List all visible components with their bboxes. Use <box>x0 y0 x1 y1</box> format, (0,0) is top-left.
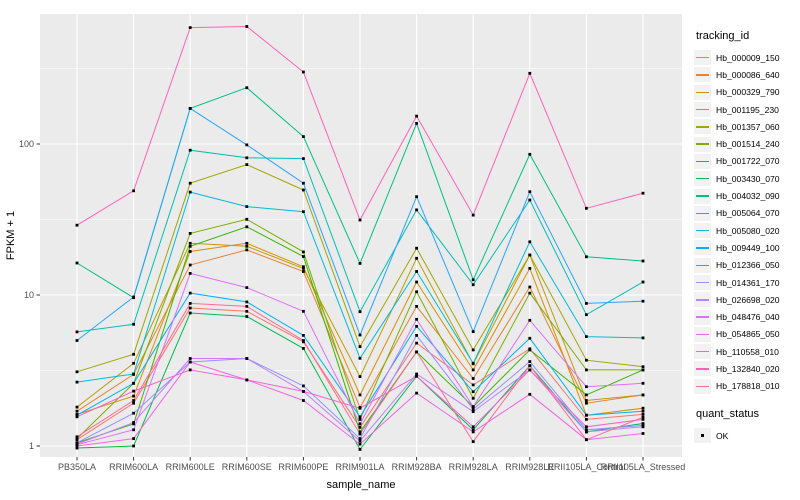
legend-item-label: Hb_000009_150 <box>716 52 780 63</box>
series-points-Hb_005080_020 <box>75 190 645 384</box>
line-swatch-icon <box>694 344 711 360</box>
line-swatch-icon <box>694 84 711 100</box>
legend-item-label: Hb_001195_230 <box>716 104 779 115</box>
line-swatch-icon <box>694 119 711 135</box>
legend-item-Hb_001514_240: Hb_001514_240 <box>694 135 800 152</box>
series-points-Hb_009449_100 <box>75 291 645 419</box>
legend-item-label: Hb_014361_170 <box>716 277 780 288</box>
legend-item-label: Hb_110558_010 <box>716 346 779 357</box>
x-tick-label: RRIM928BA <box>392 462 442 472</box>
legend-item-Hb_001195_230: Hb_001195_230 <box>694 101 800 118</box>
y-tick-label: 10 <box>24 290 34 300</box>
x-tick-label: RRIM928LA <box>449 462 498 472</box>
series-points-Hb_178818_010 <box>75 302 645 443</box>
chart-legend: tracking_id Hb_000009_150 Hb_000086_640 Hb… <box>694 0 800 500</box>
legend-item-Hb_000329_790: Hb_000329_790 <box>694 84 800 101</box>
legend-item-label: Hb_005064_070 <box>716 208 780 219</box>
legend-item-Hb_110558_010: Hb_110558_010 <box>694 343 800 360</box>
legend-item-label: Hb_003430_070 <box>716 173 780 184</box>
legend-title-tracking-id: tracking_id <box>696 30 750 42</box>
legend-item-Hb_012366_050: Hb_012366_050 <box>694 257 800 274</box>
x-tick-label: RRIM600LA <box>109 462 158 472</box>
legend-item-label: Hb_009449_100 <box>716 242 780 253</box>
x-tick-label: RRIM600SE <box>222 462 272 472</box>
line-swatch-icon <box>694 171 711 187</box>
x-tick-label: RRII105LA_Stressed <box>601 462 686 472</box>
legend-item-ok: OK <box>694 427 800 444</box>
series-points-Hb_110558_010 <box>75 368 645 429</box>
series-points-Hb_001357_060 <box>75 163 645 374</box>
legend-item-label: Hb_026698_020 <box>716 294 780 305</box>
y-axis-title: FPKM + 1 <box>5 211 17 260</box>
legend-item-label: Hb_004032_090 <box>716 191 780 202</box>
x-axis-title: sample_name <box>326 479 395 491</box>
quant-status-legend: quant_status OK <box>694 408 800 444</box>
y-tick-label: 1 <box>29 441 34 451</box>
legend-item-Hb_014361_170: Hb_014361_170 <box>694 274 800 291</box>
legend-item-Hb_009449_100: Hb_009449_100 <box>694 239 800 256</box>
series-points-Hb_132840_020 <box>75 25 645 227</box>
line-swatch-icon <box>694 136 711 152</box>
line-swatch-icon <box>694 257 711 273</box>
line-swatch-icon <box>694 326 711 342</box>
x-tick-label: RRIM600PE <box>278 462 328 472</box>
legend-item-Hb_026698_020: Hb_026698_020 <box>694 291 800 308</box>
line-swatch-icon <box>694 361 711 377</box>
legend-item-label: Hb_048476_040 <box>716 312 780 323</box>
legend-item-Hb_001722_070: Hb_001722_070 <box>694 153 800 170</box>
line-swatch-icon <box>694 378 711 394</box>
legend-item-Hb_003430_070: Hb_003430_070 <box>694 170 800 187</box>
series-points-Hb_054865_050 <box>75 360 645 448</box>
legend-item-Hb_005080_020: Hb_005080_020 <box>694 222 800 239</box>
legend-item-label: Hb_178818_010 <box>716 381 780 392</box>
x-tick-label: RRIM600LE <box>166 462 215 472</box>
legend-item-label: Hb_012366_050 <box>716 260 780 271</box>
line-swatch-icon <box>694 50 711 66</box>
legend-item-label: Hb_054865_050 <box>716 329 780 340</box>
legend-item-Hb_004032_090: Hb_004032_090 <box>694 187 800 204</box>
line-swatch-icon <box>694 223 711 239</box>
line-swatch-icon <box>694 102 711 118</box>
legend-item-Hb_001357_060: Hb_001357_060 <box>694 118 800 135</box>
line-swatch-icon <box>694 153 711 169</box>
legend-item-label: Hb_001357_060 <box>716 121 780 132</box>
x-tick-label: PB350LA <box>58 462 96 472</box>
legend-item-label: Hb_000329_790 <box>716 87 780 98</box>
legend-item-Hb_132840_020: Hb_132840_020 <box>694 360 800 377</box>
legend-item-Hb_005064_070: Hb_005064_070 <box>694 205 800 222</box>
line-swatch-icon <box>694 275 711 290</box>
line-swatch-icon <box>694 309 711 325</box>
series-points-Hb_012366_050 <box>75 107 645 342</box>
legend-item-Hb_000009_150: Hb_000009_150 <box>694 49 800 66</box>
legend-title-quant-status: quant_status <box>696 407 759 420</box>
line-swatch-icon <box>694 188 711 204</box>
legend-item-Hb_048476_040: Hb_048476_040 <box>694 308 800 325</box>
line-swatch-icon <box>694 67 711 83</box>
legend-item-label: Hb_001722_070 <box>716 156 780 167</box>
legend-item-Hb_178818_010: Hb_178818_010 <box>694 378 800 395</box>
legend-item-label: Hb_005080_020 <box>716 225 780 236</box>
x-tick-label: RRII105LA_Control <box>547 462 625 472</box>
legend-items-list: Hb_000009_150 Hb_000086_640 Hb_000329_790 H… <box>694 49 800 395</box>
line-swatch-icon <box>694 240 711 256</box>
legend-item-Hb_054865_050: Hb_054865_050 <box>694 326 800 343</box>
black-square-point-icon <box>694 428 711 444</box>
legend-item-label: OK <box>716 430 729 441</box>
legend-item-label: Hb_001514_240 <box>716 139 780 150</box>
line-swatch-icon <box>694 205 711 221</box>
legend-item-label: Hb_132840_020 <box>716 363 780 374</box>
legend-item-Hb_000086_640: Hb_000086_640 <box>694 66 800 83</box>
y-tick-label: 100 <box>19 139 34 149</box>
legend-item-label: Hb_000086_640 <box>716 69 780 80</box>
chart-plot-area: 1 10 100 PB350LA RRIM600LA RRIM600LE RRIM600SE… <box>5 14 686 491</box>
x-tick-label: RRIM928LE <box>505 462 554 472</box>
line-swatch-icon <box>694 292 711 308</box>
x-tick-label: RRIM901LA <box>335 462 384 472</box>
series-points-Hb_005064_070 <box>75 148 645 334</box>
